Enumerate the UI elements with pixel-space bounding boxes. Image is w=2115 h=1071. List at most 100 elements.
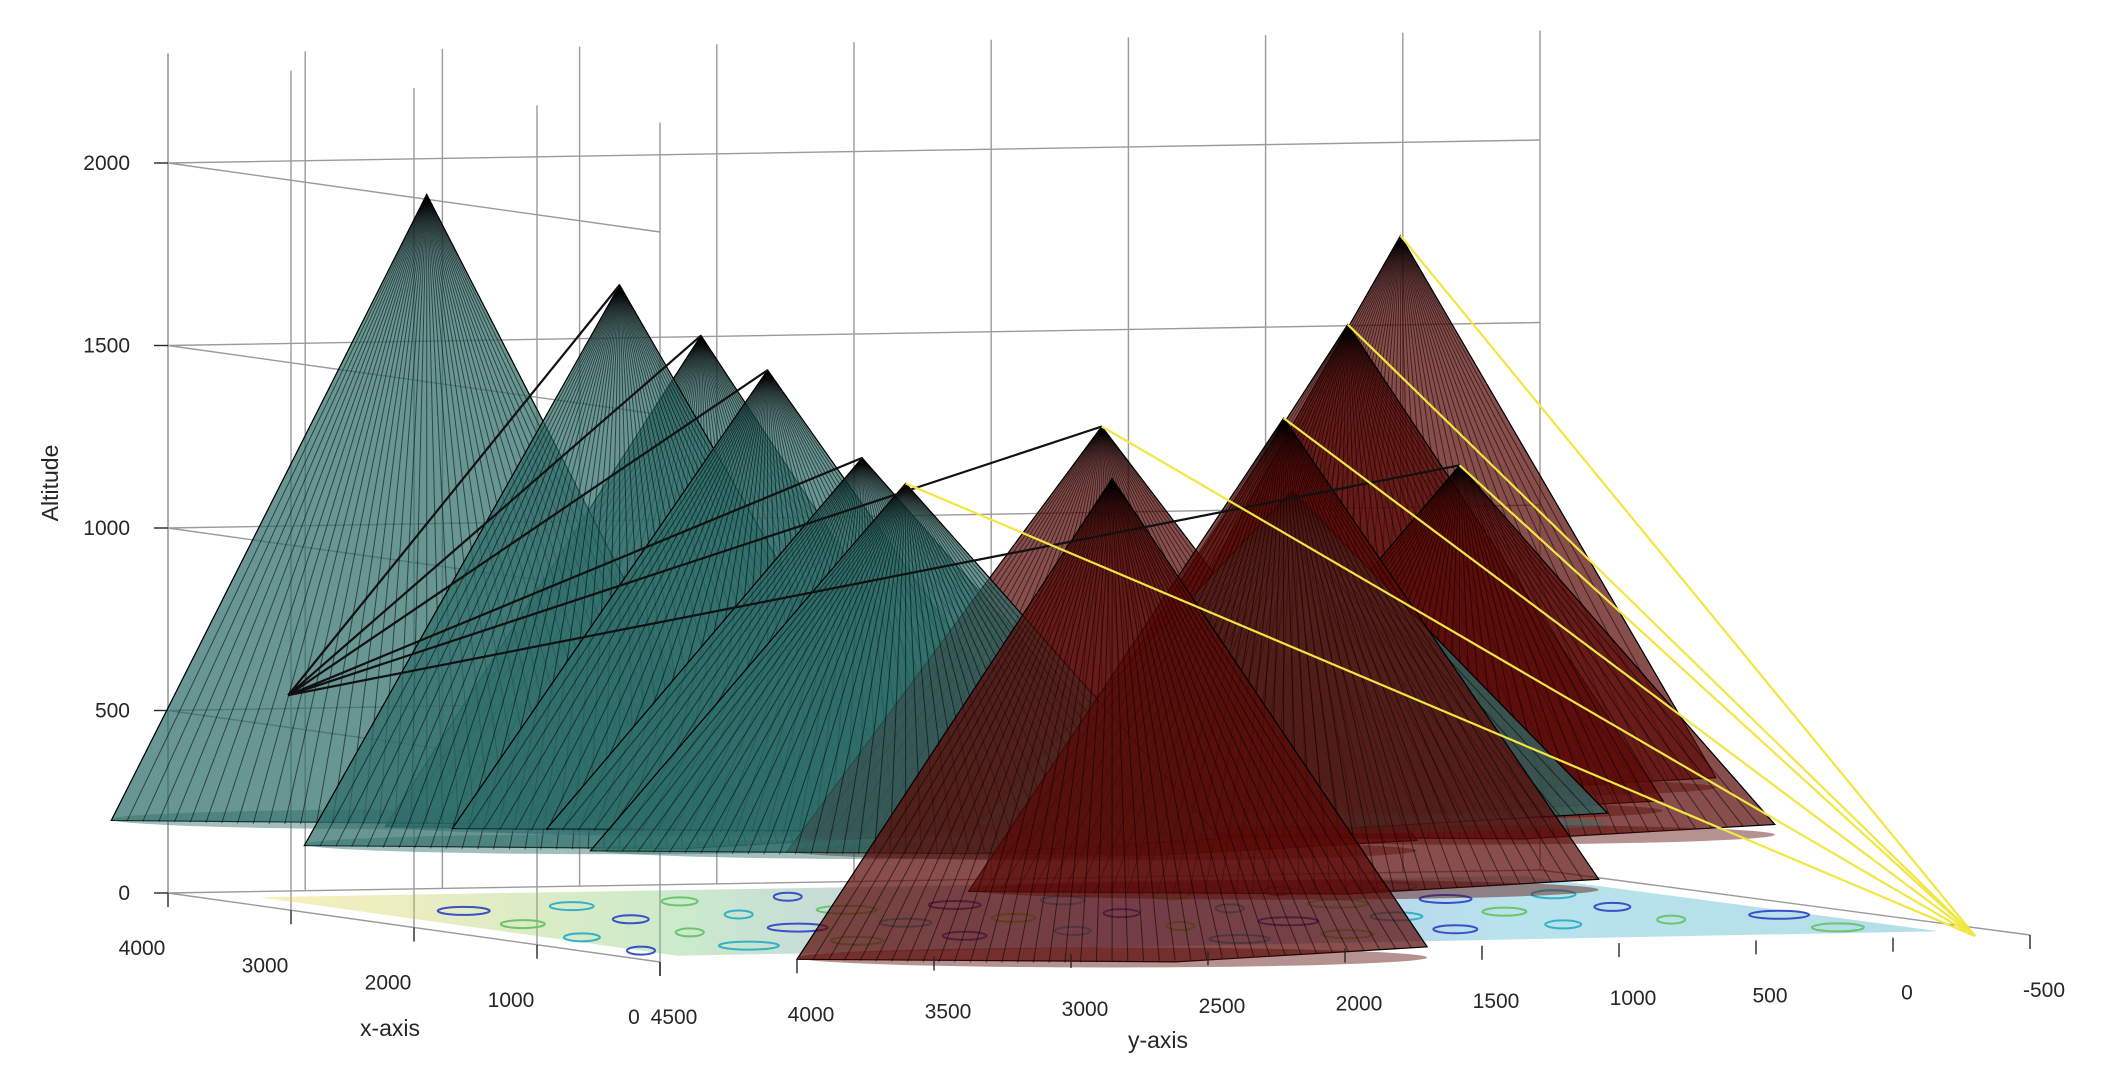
cone-meridian [1111, 478, 1271, 957]
path-line [287, 334, 702, 697]
path-lines [287, 234, 1977, 938]
cone-meridian [779, 483, 907, 855]
cone-meridian [461, 284, 621, 850]
cone-meridian [1459, 465, 1760, 826]
contour-mark [626, 945, 657, 956]
y-tick-label: -500 [2023, 979, 2065, 1002]
cone-meridian [236, 194, 428, 824]
cone-meridian [812, 478, 1113, 960]
contour-mark [723, 909, 754, 920]
cone-meridian [351, 284, 621, 847]
cone-meridian [842, 483, 907, 855]
contour-mark [772, 891, 803, 902]
cone-meridian [684, 483, 907, 854]
cone-meridian [1459, 465, 1697, 830]
contour-mark [562, 932, 601, 943]
y-tick-label: 0 [1901, 982, 1913, 1005]
cone-meridian [1111, 478, 1365, 952]
cone-meridian [1459, 465, 1744, 827]
cone-meridian [189, 194, 428, 823]
cone-meridian [467, 369, 769, 830]
cone-meridian [205, 194, 428, 823]
cone-meridian [1459, 465, 1618, 834]
cone-meridian [414, 284, 621, 849]
path-line [287, 425, 1103, 697]
cone-meridian [284, 194, 428, 825]
y-tick-label: 1500 [1473, 990, 1520, 1013]
cone-meridian [268, 194, 428, 825]
contour-mark [674, 927, 705, 938]
contour-mark [1481, 906, 1528, 917]
z-tick-label: 0 [118, 882, 130, 905]
cone-meridian [716, 483, 907, 854]
cone-meridian [126, 194, 428, 822]
cone-meridian [577, 457, 863, 830]
cone-surfaces [110, 193, 1777, 968]
cone-meridian [300, 194, 428, 825]
cone-meridian [906, 478, 1113, 962]
cone-meridian [499, 369, 769, 830]
cone-meridian [747, 483, 907, 855]
contour-mark [1656, 914, 1687, 925]
cone-meridian [889, 483, 907, 854]
cone-meridian [590, 483, 906, 852]
cone-meridian [621, 483, 907, 852]
x-tick-label: 3000 [242, 954, 289, 977]
cone-meridian [445, 284, 621, 849]
path-line [1458, 464, 1976, 937]
cone-meridian [530, 369, 769, 831]
cone-meridian [1080, 478, 1113, 963]
path-line [287, 369, 769, 697]
cone-meridian [1459, 465, 1650, 833]
cone-meridian [252, 194, 428, 824]
path-line [1101, 425, 1976, 938]
y-tick-label: 4000 [788, 1003, 835, 1026]
cone-meridian [1459, 465, 1681, 831]
cone-meridian [605, 483, 907, 852]
cone-meridian [828, 478, 1113, 961]
cone-meridian [398, 284, 621, 849]
cone-meridian [1459, 465, 1713, 829]
contour-mark [548, 901, 595, 912]
cone-meridian [477, 284, 621, 850]
cone-meridian [315, 194, 428, 825]
y-tick-label: 4500 [651, 1006, 698, 1029]
contour-mark [1748, 909, 1811, 920]
cone-meridian [794, 483, 907, 855]
z-tick-label: 1500 [83, 335, 130, 358]
cone-meridian [1459, 465, 1634, 833]
cone-meridian [1001, 478, 1113, 963]
contour-mark [1810, 922, 1865, 933]
y-tick-label: 1000 [1610, 987, 1657, 1010]
path-line [905, 482, 1976, 938]
cone-meridian [347, 194, 428, 825]
cone-meridian [562, 369, 769, 832]
cone-meridian [859, 478, 1113, 961]
contour-mark [611, 914, 650, 925]
cone-meridian [731, 483, 907, 855]
x-axis-label: x-axis [360, 1015, 420, 1041]
cone-meridian [796, 478, 1113, 960]
cone-meridian [1283, 417, 1489, 887]
cone-meridian [1459, 465, 1602, 835]
cone-meridian [873, 483, 907, 855]
cone-meridian [826, 483, 907, 855]
cone-meridian [1111, 478, 1428, 948]
cone-meridian [1111, 478, 1145, 962]
cone-meridian [1111, 478, 1129, 962]
z-tick-label: 500 [95, 700, 130, 723]
z-tick-label: 2000 [83, 152, 130, 175]
path-line [1282, 417, 1976, 937]
cone-meridian [1111, 478, 1176, 961]
cone-meridian [1283, 418, 1458, 888]
cone-meridian [1111, 478, 1192, 960]
cone-meridian [1111, 478, 1208, 960]
contour-mark [1530, 889, 1577, 900]
y-tick-label: 3000 [1062, 998, 1109, 1021]
y-tick-label: 500 [1752, 984, 1787, 1007]
axis-ticks: 0 500 1000 1500 2000 4500 4000 3500 3000 2500 2000… [83, 152, 2065, 1029]
cone-meridian [1283, 417, 1584, 881]
cone [795, 477, 1429, 968]
cone-meridian [1283, 417, 1537, 884]
cone-meridian [637, 483, 907, 853]
